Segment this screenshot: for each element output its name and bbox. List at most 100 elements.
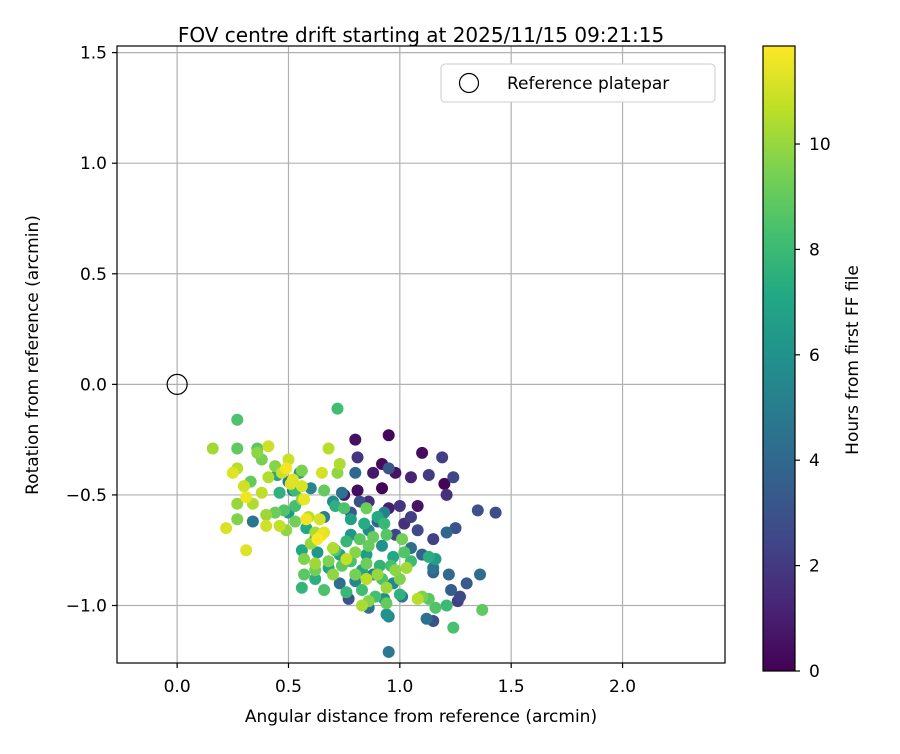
data-point (382, 645, 395, 658)
colorbar-tick-label: 10 (809, 135, 831, 155)
data-point (351, 451, 364, 464)
data-point (371, 568, 384, 581)
data-point (367, 530, 380, 543)
y-tick-label: −1.0 (66, 597, 107, 617)
data-point (447, 471, 460, 484)
data-point (476, 603, 489, 616)
x-axis-ticks: 0.0 0.5 1.0 1.5 2.0 (164, 663, 636, 697)
data-point (289, 515, 302, 528)
data-point (255, 486, 268, 499)
data-point (393, 588, 406, 601)
data-point (349, 466, 362, 479)
colorbar (762, 45, 796, 672)
data-point (315, 466, 328, 479)
data-point (251, 446, 264, 459)
data-point (340, 586, 353, 599)
data-point (382, 462, 395, 475)
reference-marker-group (166, 373, 188, 395)
data-point (349, 433, 362, 446)
y-tick-label: 0.0 (80, 375, 107, 395)
data-point (309, 557, 322, 570)
data-point (471, 504, 484, 517)
data-point (440, 488, 453, 501)
data-point (396, 533, 409, 546)
data-point (231, 413, 244, 426)
data-point (380, 528, 393, 541)
data-point (398, 546, 411, 559)
data-point (449, 522, 462, 535)
data-point (380, 608, 393, 621)
colorbar-tick-label: 6 (809, 346, 820, 366)
colorbar-ticks: 0 2 4 6 8 10 (795, 135, 831, 682)
data-point (422, 469, 435, 482)
chart-title: FOV centre drift starting at 2025/11/15 … (178, 23, 664, 47)
data-point (447, 621, 460, 634)
data-point (333, 577, 346, 590)
data-point (376, 539, 389, 552)
data-points (206, 402, 502, 658)
data-point (318, 484, 331, 497)
data-point (231, 513, 244, 526)
data-point (300, 513, 313, 526)
y-tick-label: −0.5 (66, 486, 107, 506)
data-point (400, 561, 413, 574)
data-point (295, 480, 308, 493)
data-point (360, 557, 373, 570)
y-axis-label: Rotation from reference (arcmin) (23, 215, 43, 495)
data-point (300, 522, 313, 535)
data-point (349, 546, 362, 559)
data-point (295, 581, 308, 594)
colorbar-label: Hours from first FF file (843, 265, 863, 455)
plot-area-frame (116, 45, 726, 664)
data-point (393, 499, 406, 512)
data-point (280, 462, 293, 475)
data-point (440, 526, 453, 539)
colorbar-tick-label: 2 (809, 557, 820, 577)
data-point (489, 506, 502, 519)
legend: Reference platepar (440, 63, 716, 103)
data-point (344, 513, 357, 526)
data-point (338, 502, 351, 515)
data-point (231, 497, 244, 510)
data-point (298, 493, 311, 506)
data-point (311, 546, 324, 559)
data-point (411, 592, 424, 605)
data-point (311, 533, 324, 546)
data-point (331, 402, 344, 415)
data-point (262, 471, 275, 484)
gridlines (117, 46, 725, 663)
data-point (273, 486, 286, 499)
data-point (362, 539, 375, 552)
colorbar-tick-label: 8 (809, 240, 820, 260)
data-point (382, 429, 395, 442)
data-point (393, 572, 406, 585)
data-point (327, 568, 340, 581)
data-point (295, 464, 308, 477)
data-point (376, 482, 389, 495)
x-tick-label: 1.5 (498, 677, 525, 697)
data-point (262, 440, 275, 453)
data-point (313, 513, 326, 526)
data-point (358, 517, 371, 530)
data-point (335, 486, 348, 499)
data-point (246, 515, 259, 528)
data-point (420, 612, 433, 625)
data-point (298, 568, 311, 581)
data-point (318, 584, 331, 597)
data-point (220, 522, 233, 535)
data-point (240, 544, 253, 557)
legend-label-reference: Reference platepar (507, 74, 669, 94)
data-point (380, 597, 393, 610)
data-point (240, 491, 253, 504)
x-tick-label: 0.0 (164, 677, 191, 697)
data-point (273, 519, 286, 532)
data-point (231, 442, 244, 455)
data-point (355, 584, 368, 597)
data-point (427, 533, 440, 546)
data-point (298, 553, 311, 566)
y-tick-label: 1.0 (80, 154, 107, 174)
data-point (355, 599, 368, 612)
data-point (453, 590, 466, 603)
data-point (260, 508, 273, 521)
